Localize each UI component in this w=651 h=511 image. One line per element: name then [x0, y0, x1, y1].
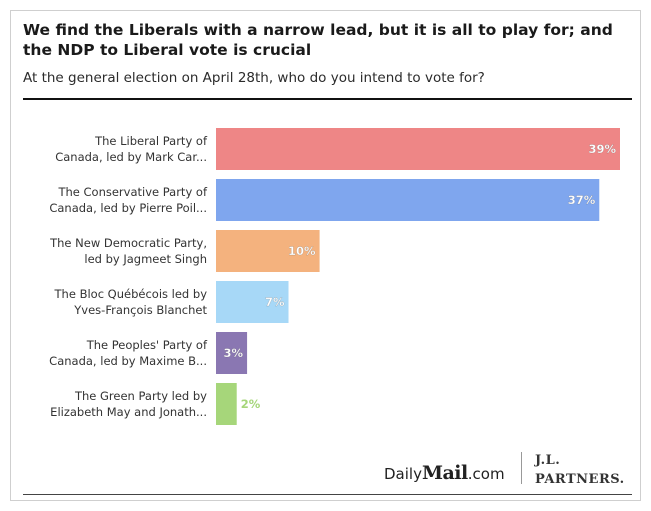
chart-frame	[10, 10, 641, 501]
value-label-0: 39%	[588, 142, 616, 156]
value-label-5: 2%	[241, 397, 261, 411]
bar-5	[216, 383, 237, 425]
category-label-4: The Peoples' Party of Canada, led by Maxi…	[49, 338, 208, 368]
bar-0	[216, 128, 620, 170]
category-label-5: The Green Party led by Elizabeth May and …	[50, 389, 207, 419]
bar-2	[216, 230, 320, 272]
dailymail-logo: DailyMail.com	[384, 462, 505, 484]
header-rule	[23, 98, 632, 100]
bar-1	[216, 179, 600, 221]
logo-mail-text: Mail	[421, 462, 468, 484]
chart-subtitle: At the general election on April 28th, w…	[23, 70, 485, 86]
category-label-2: The New Democratic Party, led by Jagmeet …	[49, 236, 207, 266]
bar-4	[216, 332, 248, 374]
value-label-2: 10%	[288, 244, 316, 258]
category-label-1: The Conservative Party of Canada, led by …	[49, 185, 208, 215]
value-label-4: 3%	[224, 346, 244, 360]
logo-divider	[521, 452, 522, 484]
category-label-3: The Bloc Québécois led by Yves-François B…	[54, 287, 208, 317]
chart-title: We find the Liberals with a narrow lead,…	[23, 21, 613, 59]
footer-rule	[23, 494, 632, 495]
logo-com-text: .com	[467, 465, 505, 483]
category-label-0: The Liberal Party of Canada, led by Mark …	[55, 134, 208, 164]
logo-daily-text: Daily	[384, 465, 422, 483]
logo-partners-text: PARTNERS.	[535, 472, 625, 487]
value-label-3: 7%	[265, 295, 285, 309]
logo-jl-text: J.L.	[535, 453, 561, 468]
value-label-1: 37%	[568, 193, 596, 207]
bar-3	[216, 281, 289, 323]
jl-partners-logo: J.L. PARTNERS.	[535, 451, 625, 489]
